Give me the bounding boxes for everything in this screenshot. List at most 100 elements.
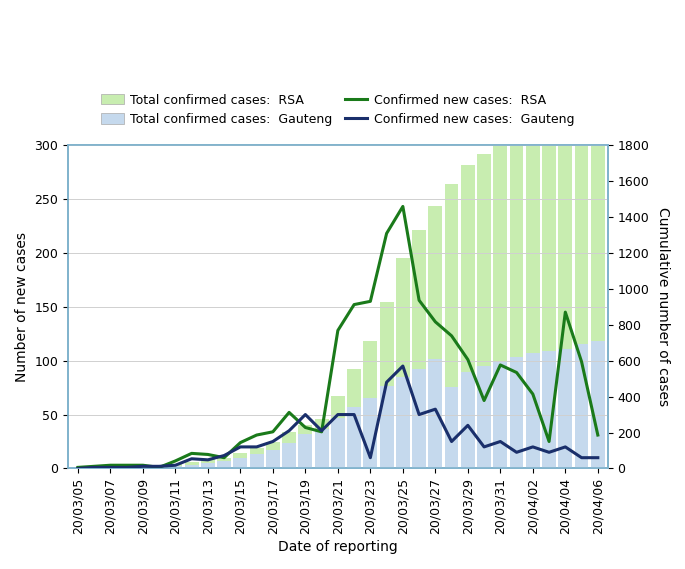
Bar <box>169 464 182 468</box>
Bar <box>185 465 199 468</box>
Confirmed new cases:  Gauteng: (14, 50): Gauteng: (14, 50) <box>301 411 310 418</box>
Confirmed new cases:  Gauteng: (32, 10): Gauteng: (32, 10) <box>594 454 602 461</box>
Bar <box>542 104 556 468</box>
Bar <box>120 466 134 468</box>
Bar <box>591 341 605 468</box>
Confirmed new cases:  RSA: (20, 243): RSA: (20, 243) <box>399 203 407 210</box>
Bar <box>169 467 182 468</box>
Confirmed new cases:  Gauteng: (29, 15): Gauteng: (29, 15) <box>545 449 553 456</box>
Confirmed new cases:  Gauteng: (12, 25): Gauteng: (12, 25) <box>269 438 277 445</box>
Confirmed new cases:  RSA: (14, 38): RSA: (14, 38) <box>301 424 310 431</box>
Confirmed new cases:  Gauteng: (1, 1): Gauteng: (1, 1) <box>90 464 98 471</box>
Bar <box>558 349 572 468</box>
Bar <box>558 78 572 468</box>
Line: Confirmed new cases:  Gauteng: Confirmed new cases: Gauteng <box>78 366 598 468</box>
Bar <box>136 465 150 468</box>
Confirmed new cases:  RSA: (6, 7): RSA: (6, 7) <box>171 457 179 464</box>
Confirmed new cases:  Gauteng: (18, 10): Gauteng: (18, 10) <box>366 454 375 461</box>
Confirmed new cases:  RSA: (12, 34): RSA: (12, 34) <box>269 428 277 435</box>
Bar <box>493 361 507 468</box>
Confirmed new cases:  RSA: (18, 155): RSA: (18, 155) <box>366 298 375 305</box>
Bar <box>461 372 475 468</box>
Confirmed new cases:  RSA: (1, 2): RSA: (1, 2) <box>90 463 98 470</box>
Bar <box>591 35 605 468</box>
Bar <box>347 369 361 468</box>
Confirmed new cases:  RSA: (9, 10): RSA: (9, 10) <box>220 454 228 461</box>
Confirmed new cases:  Gauteng: (26, 25): Gauteng: (26, 25) <box>496 438 504 445</box>
Bar <box>445 387 458 468</box>
Bar <box>477 366 491 468</box>
Confirmed new cases:  Gauteng: (11, 20): Gauteng: (11, 20) <box>253 443 261 450</box>
Bar <box>250 454 264 468</box>
Confirmed new cases:  RSA: (19, 218): RSA: (19, 218) <box>382 230 390 237</box>
Confirmed new cases:  RSA: (13, 52): RSA: (13, 52) <box>285 409 293 416</box>
Confirmed new cases:  Gauteng: (24, 40): Gauteng: (24, 40) <box>464 422 472 429</box>
Bar <box>526 109 540 468</box>
Bar <box>234 453 247 468</box>
Bar <box>347 407 361 468</box>
Bar <box>250 448 264 468</box>
Bar <box>510 357 523 468</box>
Confirmed new cases:  RSA: (8, 13): RSA: (8, 13) <box>203 451 212 458</box>
Bar <box>282 443 296 468</box>
Bar <box>87 467 101 468</box>
Bar <box>185 461 199 468</box>
Bar <box>201 463 215 468</box>
Confirmed new cases:  RSA: (27, 89): RSA: (27, 89) <box>512 369 521 376</box>
Bar <box>396 377 410 468</box>
Bar <box>461 166 475 468</box>
Bar <box>379 386 393 468</box>
Confirmed new cases:  Gauteng: (3, 1): Gauteng: (3, 1) <box>123 464 131 471</box>
Confirmed new cases:  Gauteng: (8, 8): Gauteng: (8, 8) <box>203 456 212 463</box>
Bar <box>314 429 329 468</box>
Confirmed new cases:  RSA: (10, 24): RSA: (10, 24) <box>236 439 245 446</box>
Bar <box>493 137 507 468</box>
Confirmed new cases:  RSA: (22, 136): RSA: (22, 136) <box>432 319 440 325</box>
Bar <box>412 369 426 468</box>
Bar <box>477 154 491 468</box>
Bar <box>136 467 150 468</box>
Confirmed new cases:  Gauteng: (5, 2): Gauteng: (5, 2) <box>155 463 163 470</box>
Y-axis label: Number of new cases: Number of new cases <box>15 232 29 382</box>
Confirmed new cases:  RSA: (23, 123): RSA: (23, 123) <box>447 332 456 339</box>
Confirmed new cases:  Gauteng: (19, 80): Gauteng: (19, 80) <box>382 379 390 386</box>
Confirmed new cases:  RSA: (32, 31): RSA: (32, 31) <box>594 432 602 439</box>
Bar <box>266 450 279 468</box>
Confirmed new cases:  RSA: (16, 128): RSA: (16, 128) <box>334 327 342 334</box>
Bar <box>266 442 279 468</box>
Confirmed new cases:  RSA: (7, 14): RSA: (7, 14) <box>188 450 196 457</box>
Confirmed new cases:  RSA: (17, 152): RSA: (17, 152) <box>350 301 358 308</box>
Bar <box>331 396 345 468</box>
Confirmed new cases:  Gauteng: (13, 35): Gauteng: (13, 35) <box>285 427 293 434</box>
Confirmed new cases:  Gauteng: (17, 50): Gauteng: (17, 50) <box>350 411 358 418</box>
Confirmed new cases:  RSA: (15, 34): RSA: (15, 34) <box>318 428 326 435</box>
Confirmed new cases:  Gauteng: (21, 50): Gauteng: (21, 50) <box>415 411 423 418</box>
Bar <box>428 359 443 468</box>
Bar <box>510 121 523 468</box>
Confirmed new cases:  RSA: (2, 3): RSA: (2, 3) <box>106 462 114 469</box>
Bar <box>542 351 556 468</box>
Confirmed new cases:  Gauteng: (23, 25): Gauteng: (23, 25) <box>447 438 456 445</box>
Bar <box>396 258 410 468</box>
Bar <box>331 418 345 468</box>
Bar <box>314 419 329 468</box>
Confirmed new cases:  Gauteng: (16, 50): Gauteng: (16, 50) <box>334 411 342 418</box>
Confirmed new cases:  Gauteng: (28, 20): Gauteng: (28, 20) <box>529 443 537 450</box>
Bar <box>412 230 426 468</box>
Bar <box>282 432 296 468</box>
Bar <box>201 459 215 468</box>
Bar <box>152 465 166 468</box>
Confirmed new cases:  Gauteng: (27, 15): Gauteng: (27, 15) <box>512 449 521 456</box>
Confirmed new cases:  Gauteng: (25, 20): Gauteng: (25, 20) <box>480 443 488 450</box>
Bar <box>234 457 247 468</box>
Confirmed new cases:  Gauteng: (4, 2): Gauteng: (4, 2) <box>139 463 147 470</box>
Confirmed new cases:  Gauteng: (20, 95): Gauteng: (20, 95) <box>399 362 407 369</box>
Confirmed new cases:  Gauteng: (6, 3): Gauteng: (6, 3) <box>171 462 179 469</box>
Confirmed new cases:  RSA: (21, 156): RSA: (21, 156) <box>415 297 423 304</box>
Bar <box>299 434 312 468</box>
Confirmed new cases:  Gauteng: (9, 12): Gauteng: (9, 12) <box>220 452 228 459</box>
X-axis label: Date of reporting: Date of reporting <box>278 540 398 554</box>
Confirmed new cases:  RSA: (11, 31): RSA: (11, 31) <box>253 432 261 439</box>
Y-axis label: Cumulative number of cases: Cumulative number of cases <box>656 207 670 406</box>
Bar <box>575 344 588 468</box>
